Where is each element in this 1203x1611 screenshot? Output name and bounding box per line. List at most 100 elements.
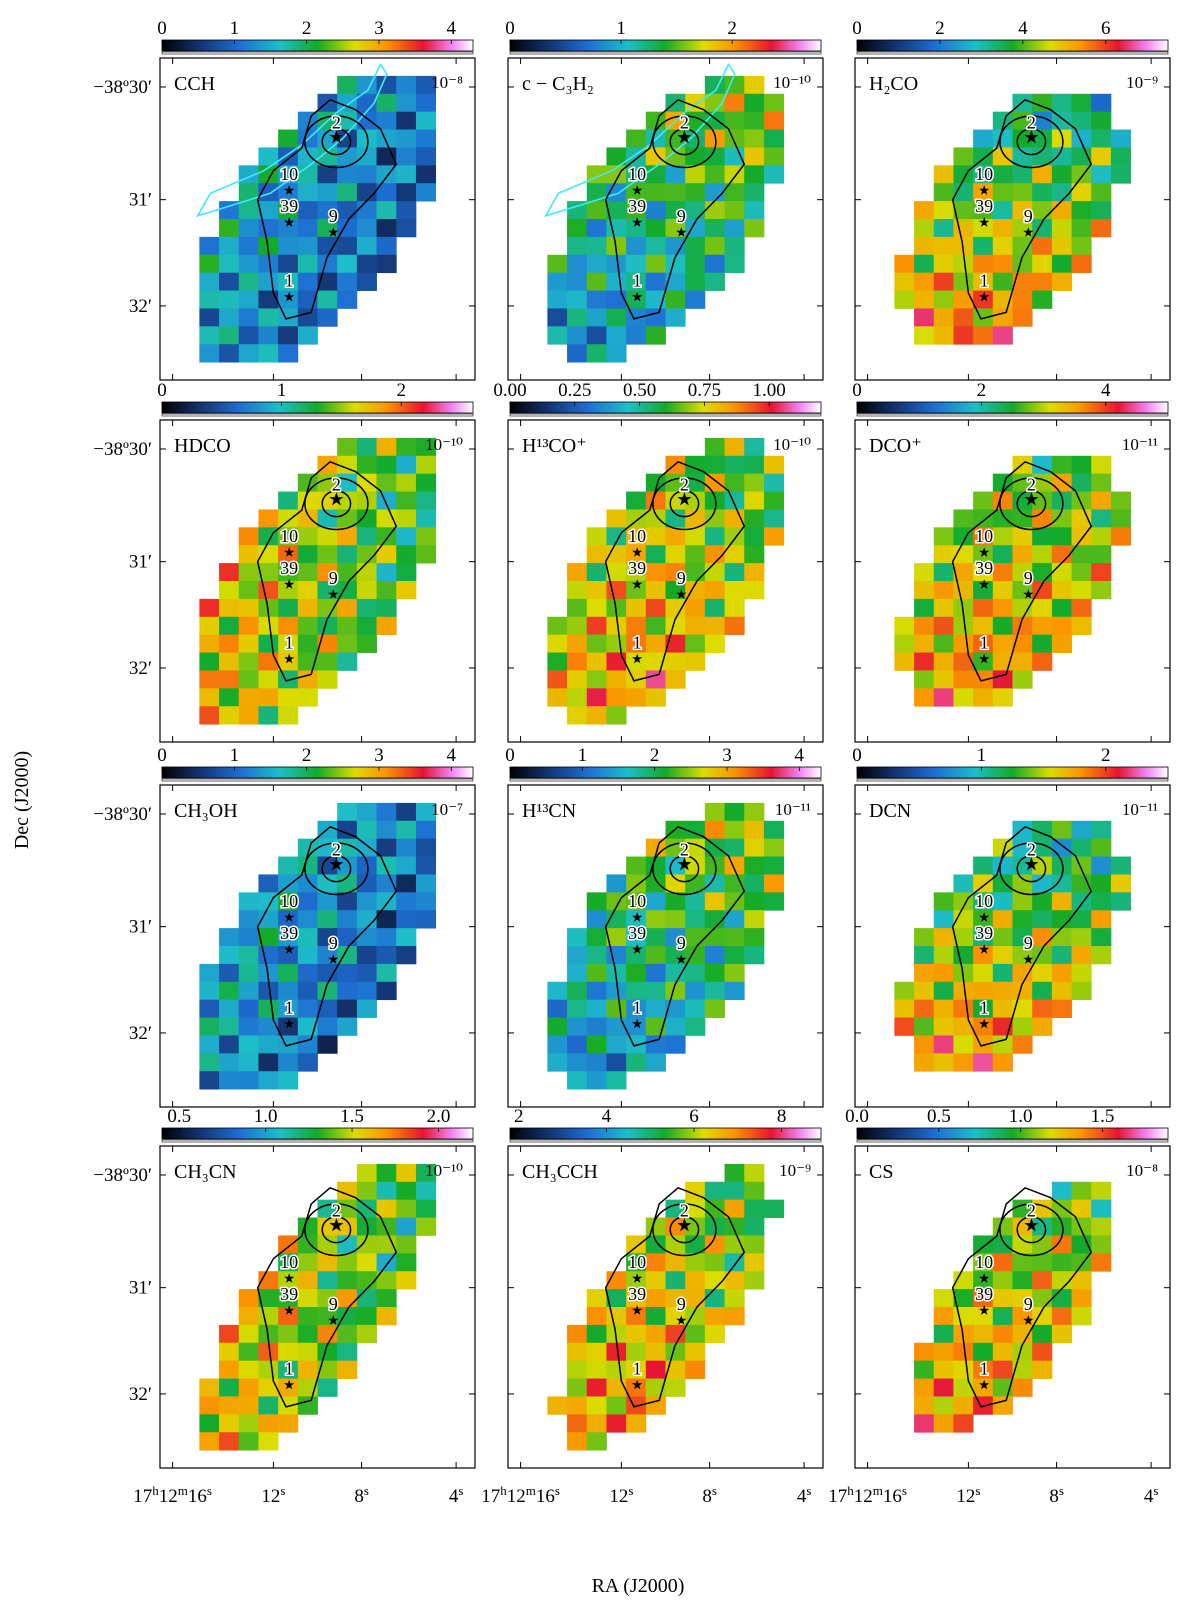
heatmap-cell xyxy=(973,688,994,707)
heatmap-cell xyxy=(317,219,338,238)
heatmap-cell xyxy=(1012,1035,1033,1054)
heatmap-cell xyxy=(1032,999,1053,1018)
heatmap-cell xyxy=(645,892,666,911)
heatmap-cell xyxy=(1110,856,1132,875)
source-star: ★ xyxy=(284,547,294,559)
heatmap-cell xyxy=(953,326,974,345)
heatmap-cell xyxy=(953,563,974,582)
heatmap-cell xyxy=(685,93,706,113)
colorbar xyxy=(161,401,474,414)
heatmap-cell xyxy=(992,963,1013,983)
heatmap-cell xyxy=(1012,290,1033,309)
heatmap-cell xyxy=(278,219,299,238)
source-star: ★ xyxy=(979,1379,989,1391)
heatmap-cell xyxy=(586,183,607,202)
heatmap-cell xyxy=(1110,527,1132,546)
heatmap-cell xyxy=(933,183,954,202)
heatmap-cell xyxy=(992,981,1013,1001)
heatmap-cell xyxy=(704,111,725,130)
contour-inner xyxy=(669,128,700,156)
heatmap-cell xyxy=(396,75,417,95)
heatmap-cell xyxy=(626,1289,647,1308)
heatmap-cell xyxy=(238,236,259,256)
heatmap-cell xyxy=(704,910,725,929)
heatmap-cell xyxy=(1032,1289,1053,1308)
colorbar-tick-label: 0.25 xyxy=(558,380,591,401)
heatmap-cell xyxy=(396,527,417,546)
heatmap-cell xyxy=(894,616,915,636)
heatmap-cell xyxy=(376,1163,397,1183)
heatmap-cell xyxy=(1032,219,1053,238)
contour-mid xyxy=(999,1203,1064,1257)
heatmap-cell xyxy=(1091,491,1112,510)
heatmap-cell xyxy=(297,1307,318,1326)
heatmap-cell xyxy=(626,1253,647,1272)
heatmap-cell xyxy=(567,616,588,636)
heatmap-cell xyxy=(665,563,686,582)
source-star: ★ xyxy=(979,547,989,559)
heatmap-cell xyxy=(645,688,666,707)
heatmap-cell xyxy=(567,963,588,983)
colorbar-tick-label: 2 xyxy=(935,18,945,39)
heatmap-cell xyxy=(626,634,647,653)
heatmap-cell xyxy=(415,1217,437,1236)
heatmap-cell xyxy=(297,1289,318,1308)
heatmap-cell xyxy=(415,165,437,184)
heatmap-cell xyxy=(297,874,318,893)
source-label: 10 xyxy=(975,526,993,546)
heatmap-cell xyxy=(1051,473,1072,492)
heatmap-cell xyxy=(567,1360,588,1379)
heatmap-cell xyxy=(953,1053,974,1072)
heatmap-cell xyxy=(547,290,568,309)
heatmap-cell xyxy=(724,93,745,113)
plot-frame xyxy=(854,57,1171,381)
heatmap-cell xyxy=(763,147,785,166)
heatmap-cell xyxy=(606,290,627,309)
heatmap-cell xyxy=(396,1217,417,1236)
source-star: ★ xyxy=(329,857,343,874)
heatmap-cell xyxy=(297,963,318,983)
heatmap-cell xyxy=(415,527,437,546)
colorbar-tick-label: 4 xyxy=(795,745,805,766)
heatmap-cell xyxy=(337,598,358,618)
heatmap-cell xyxy=(376,254,397,274)
heatmap-cell xyxy=(219,254,240,274)
heatmap-cell xyxy=(685,1181,706,1201)
heatmap-cell xyxy=(724,183,745,202)
heatmap-cell xyxy=(763,892,785,911)
heatmap-cell xyxy=(992,527,1013,546)
heatmap-cell xyxy=(317,946,338,965)
heatmap-cell xyxy=(278,981,299,1001)
dec-tick-label: 31′ xyxy=(129,552,152,573)
heatmap-cell xyxy=(1012,308,1033,327)
heatmap-cell xyxy=(586,946,607,965)
heatmap-cell xyxy=(992,1307,1013,1326)
heatmap-cell xyxy=(973,272,994,291)
source-star: ★ xyxy=(632,1305,642,1317)
heatmap-cell xyxy=(396,856,417,875)
heatmap-cell xyxy=(953,946,974,965)
heatmap-cell xyxy=(1032,616,1053,636)
heatmap-cell xyxy=(337,1017,358,1036)
heatmap-cell xyxy=(724,1163,745,1183)
heatmap-cell xyxy=(704,946,725,965)
heatmap-cell xyxy=(665,1017,686,1036)
heatmap-cell xyxy=(199,1035,220,1054)
source-label: 10 xyxy=(628,164,646,184)
heatmap-cell xyxy=(1012,670,1033,689)
heatmap-cell xyxy=(1051,838,1072,857)
heatmap-cell xyxy=(704,1235,725,1254)
heatmap-cell xyxy=(376,598,397,618)
heatmap-cell xyxy=(586,308,607,327)
contour-inner xyxy=(1016,855,1047,883)
heatmap-cell xyxy=(645,874,666,893)
heatmap-cell xyxy=(685,1235,706,1254)
heatmap-cell xyxy=(297,1035,318,1054)
heatmap-cell xyxy=(376,93,397,113)
heatmap-cell xyxy=(376,1307,397,1326)
heatmap-cell xyxy=(973,254,994,274)
heatmap-cell xyxy=(744,563,765,582)
heatmap-cell xyxy=(258,563,279,582)
heatmap-cell xyxy=(763,509,785,528)
heatmap-cell xyxy=(933,201,954,220)
